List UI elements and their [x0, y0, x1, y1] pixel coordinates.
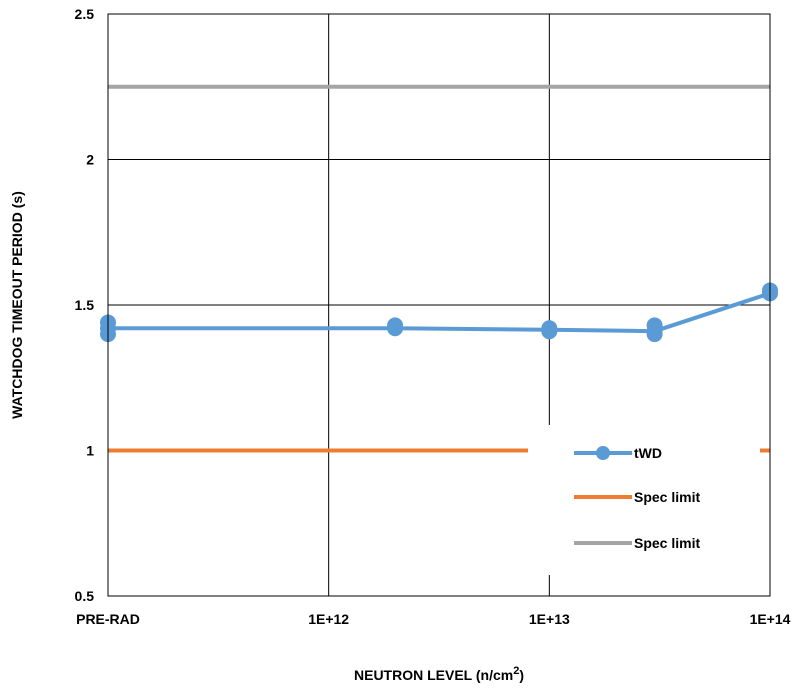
- x-axis-title: NEUTRON LEVEL (n/cm2): [354, 665, 524, 683]
- series-layer: [100, 84, 778, 453]
- legend-label: tWD: [634, 445, 662, 461]
- x-axis-title-sup: 2: [513, 665, 519, 677]
- legend-marker: [596, 446, 610, 460]
- legend: tWD Spec limit Spec limit: [528, 425, 760, 575]
- twd-data-point: [646, 326, 663, 343]
- y-axis-title: WATCHDOG TIMEOUT PERIOD (s): [9, 191, 25, 419]
- twd-data-point: [387, 320, 404, 337]
- twd-series-line: [108, 291, 771, 334]
- x-tick-label: 1E+12: [308, 611, 349, 627]
- x-axis-title-end: ): [519, 667, 524, 683]
- y-tick-label: 1: [86, 443, 94, 459]
- x-tick-label: 1E+13: [529, 611, 570, 627]
- legend-label: Spec limit: [634, 535, 700, 551]
- x-axis-title-main: NEUTRON LEVEL (n/cm: [354, 667, 513, 683]
- x-tick-labels: PRE-RAD 1E+12 1E+13 1E+14: [76, 611, 791, 627]
- y-tick-label: 2.5: [75, 6, 95, 22]
- y-tick-label: 0.5: [75, 588, 95, 604]
- x-tick-label: PRE-RAD: [76, 611, 140, 627]
- plot-area-border: [107, 13, 771, 597]
- y-tick-labels: 0.5 1 1.5 2 2.5: [75, 6, 95, 604]
- x-tick-label: 1E+14: [750, 611, 791, 627]
- twd-data-point: [541, 323, 558, 340]
- legend-label: Spec limit: [634, 489, 700, 505]
- y-tick-label: 2: [86, 152, 94, 168]
- legend-background: [528, 425, 760, 575]
- y-tick-label: 1.5: [75, 297, 95, 313]
